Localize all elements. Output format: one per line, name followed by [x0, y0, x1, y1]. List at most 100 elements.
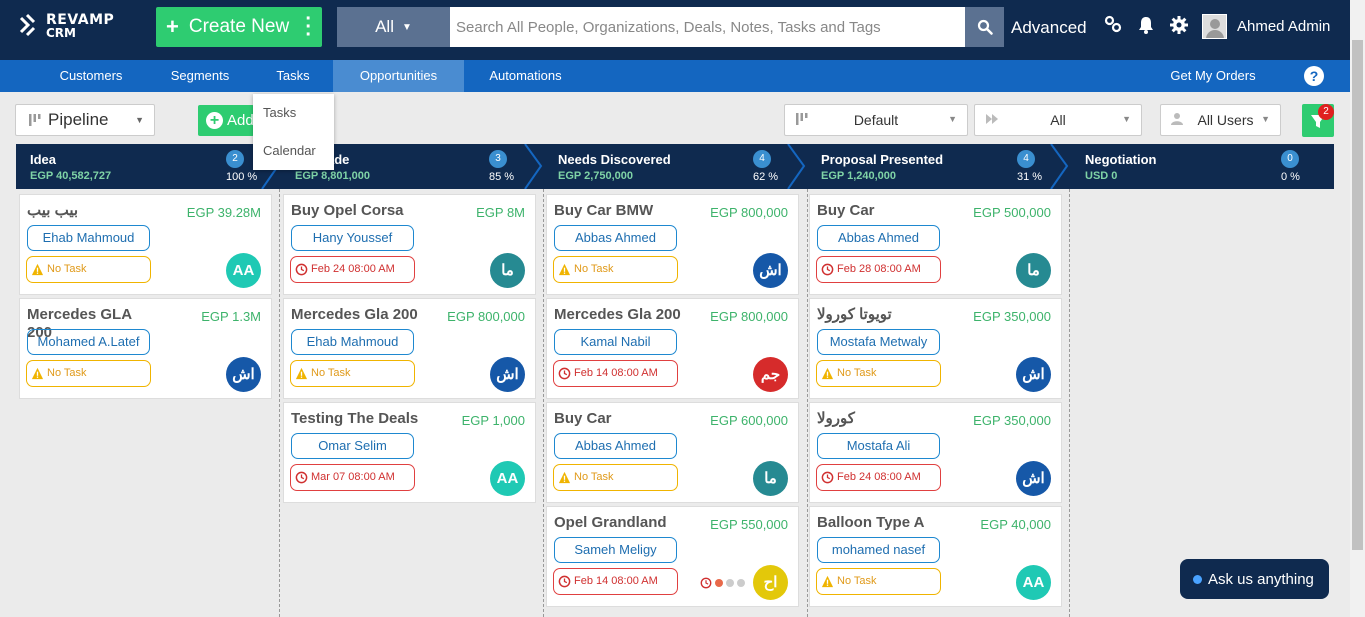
menu-item-calendar[interactable]: Calendar [263, 143, 316, 158]
nav-opportunities[interactable]: Opportunities [333, 60, 464, 92]
stage-filter-select[interactable]: All ▼ [974, 104, 1142, 136]
deal-task-tag[interactable]: No Task [26, 256, 151, 283]
warning-icon [558, 471, 571, 484]
deal-contact-tag[interactable]: Kamal Nabil [554, 329, 677, 355]
deal-card[interactable]: Opel Grandland EGP 550,000 Sameh Meligy Feb… [546, 506, 799, 607]
deal-task-tag[interactable]: No Task [26, 360, 151, 387]
activity-indicator[interactable] [700, 577, 745, 589]
menu-item-tasks[interactable]: Tasks [263, 105, 297, 120]
scrollbar-thumb[interactable] [1352, 40, 1363, 550]
deal-contact-tag[interactable]: mohamed nasef [817, 537, 940, 563]
deal-title[interactable]: Buy Car [554, 410, 612, 427]
deal-title[interactable]: Testing The Deals [291, 410, 419, 427]
deal-contact-tag[interactable]: Abbas Ahmed [554, 225, 677, 251]
deal-task-tag[interactable]: Mar 07 08:00 AM [290, 464, 415, 491]
deal-task-tag[interactable]: No Task [290, 360, 415, 387]
sort-select[interactable]: Default ▼ [784, 104, 968, 136]
deal-card[interactable]: Testing The Deals EGP 1,000 Omar Selim Mar … [283, 402, 536, 503]
deal-task-tag[interactable]: Feb 24 08:00 AM [816, 464, 941, 491]
deal-card[interactable]: بيب بيب EGP 39.28M Ehab Mahmoud No Task AA [19, 194, 272, 295]
get-my-orders-link[interactable]: Get My Orders [1170, 68, 1256, 83]
deal-owner-avatar[interactable]: AA [1016, 565, 1051, 600]
deal-card[interactable]: تويوتا كورولا EGP 350,000 Mostafa Metwaly N… [809, 298, 1062, 399]
nav-segments[interactable]: Segments [170, 68, 230, 83]
deal-task-tag[interactable]: Feb 24 08:00 AM [290, 256, 415, 283]
deal-task-tag[interactable]: Feb 14 08:00 AM [553, 568, 678, 595]
nav-automations[interactable]: Automations [489, 68, 562, 83]
deal-contact-tag[interactable]: Abbas Ahmed [817, 225, 940, 251]
nav-customers[interactable]: Customers [59, 68, 123, 83]
deal-title[interactable]: Balloon Type A [817, 514, 925, 531]
deal-owner-avatar[interactable]: اح [753, 565, 788, 600]
search-button[interactable] [965, 7, 1004, 47]
deal-title[interactable]: Mercedes GLA 200 [27, 306, 132, 341]
deal-card[interactable]: Buy Car BMW EGP 800,000 Abbas Ahmed No Task… [546, 194, 799, 295]
users-filter-select[interactable]: All Users ▼ [1160, 104, 1281, 136]
deal-card[interactable]: Mercedes Gla 200 EGP 800,000 Ehab Mahmoud N… [283, 298, 536, 399]
stage-proposal-presented[interactable]: Proposal Presented EGP 1,240,000 4 31 % [805, 144, 1067, 189]
deal-contact-tag[interactable]: Mohamed A.Latef [27, 329, 150, 355]
deal-contact-tag[interactable]: Mostafa Metwaly [817, 329, 940, 355]
deal-title[interactable]: Buy Car [817, 202, 875, 219]
stage-idea[interactable]: Idea EGP 40,582,727 2 100 % [16, 144, 278, 189]
view-select-pipeline[interactable]: Pipeline ▼ [15, 104, 155, 136]
deal-task-tag[interactable]: No Task [553, 256, 678, 283]
deal-title[interactable]: بيب بيب [27, 202, 79, 219]
deal-contact-tag[interactable]: Mostafa Ali [817, 433, 940, 459]
deal-owner-avatar[interactable]: AA [226, 253, 261, 288]
stage-name: Needs Discovered [558, 152, 671, 167]
deal-card[interactable]: Balloon Type A EGP 40,000 mohamed nasef No … [809, 506, 1062, 607]
gear-icon[interactable] [1169, 15, 1189, 35]
deal-title[interactable]: Opel Grandland [554, 514, 667, 531]
deal-owner-avatar[interactable]: ما [490, 253, 525, 288]
deal-owner-avatar[interactable]: ما [753, 461, 788, 496]
deal-owner-avatar[interactable]: جم [753, 357, 788, 392]
deal-contact-tag[interactable]: Ehab Mahmoud [291, 329, 414, 355]
stage-negotiation[interactable]: Negotiation USD 0 0 0 % [1068, 144, 1334, 189]
create-new-button[interactable]: + Create New · · · [156, 7, 322, 47]
deal-card[interactable]: كورولا EGP 350,000 Mostafa Ali Feb 24 08:00… [809, 402, 1062, 503]
add-deal-button[interactable]: + Add [198, 105, 254, 136]
link-icon[interactable] [1104, 15, 1122, 33]
nav-tasks[interactable]: Tasks [276, 68, 310, 83]
deal-owner-avatar[interactable]: AA [490, 461, 525, 496]
more-options-icon[interactable]: · · · [305, 8, 312, 46]
deal-title[interactable]: Mercedes Gla 200 [554, 306, 681, 323]
deal-title[interactable]: تويوتا كورولا [817, 306, 892, 323]
deal-card[interactable]: Buy Car EGP 600,000 Abbas Ahmed No Task ما [546, 402, 799, 503]
search-input[interactable] [450, 7, 965, 47]
deal-contact-tag[interactable]: Abbas Ahmed [554, 433, 677, 459]
deal-owner-avatar[interactable]: ما [1016, 253, 1051, 288]
deal-contact-tag[interactable]: Sameh Meligy [554, 537, 677, 563]
deal-title[interactable]: Mercedes Gla 200 [291, 306, 418, 323]
user-name[interactable]: Ahmed Admin [1237, 18, 1331, 35]
deal-title[interactable]: Buy Opel Corsa [291, 202, 404, 219]
deal-owner-avatar[interactable]: اش [226, 357, 261, 392]
deal-task-tag[interactable]: Feb 14 08:00 AM [553, 360, 678, 387]
bell-icon[interactable] [1136, 15, 1156, 35]
deal-owner-avatar[interactable]: اش [753, 253, 788, 288]
deal-card[interactable]: Mercedes GLA 200 EGP 1.3M Mohamed A.Latef N… [19, 298, 272, 399]
help-icon[interactable]: ? [1304, 66, 1324, 86]
deal-contact-tag[interactable]: Hany Youssef [291, 225, 414, 251]
page-scrollbar[interactable] [1350, 0, 1365, 617]
deal-owner-avatar[interactable]: اش [1016, 461, 1051, 496]
deal-card[interactable]: Buy Opel Corsa EGP 8M Hany Youssef Feb 24 0… [283, 194, 536, 295]
deal-owner-avatar[interactable]: اش [1016, 357, 1051, 392]
deal-task-tag[interactable]: Feb 28 08:00 AM [816, 256, 941, 283]
search-scope-select[interactable]: All ▼ [337, 7, 450, 47]
chat-widget-button[interactable]: Ask us anything [1180, 559, 1329, 599]
deal-owner-avatar[interactable]: اش [490, 357, 525, 392]
deal-contact-tag[interactable]: Ehab Mahmoud [27, 225, 150, 251]
deal-title[interactable]: كورولا [817, 410, 855, 427]
deal-card[interactable]: Buy Car EGP 500,000 Abbas Ahmed Feb 28 08:0… [809, 194, 1062, 295]
deal-task-tag[interactable]: No Task [816, 360, 941, 387]
deal-title[interactable]: Buy Car BMW [554, 202, 654, 219]
deal-card[interactable]: Mercedes Gla 200 EGP 800,000 Kamal Nabil Fe… [546, 298, 799, 399]
deal-task-tag[interactable]: No Task [553, 464, 678, 491]
advanced-search-link[interactable]: Advanced [1011, 18, 1087, 37]
stage-needs-discovered[interactable]: Needs Discovered EGP 2,750,000 4 62 % [542, 144, 804, 189]
deal-contact-tag[interactable]: Omar Selim [291, 433, 414, 459]
deal-task-tag[interactable]: No Task [816, 568, 941, 595]
user-avatar[interactable] [1202, 14, 1227, 39]
